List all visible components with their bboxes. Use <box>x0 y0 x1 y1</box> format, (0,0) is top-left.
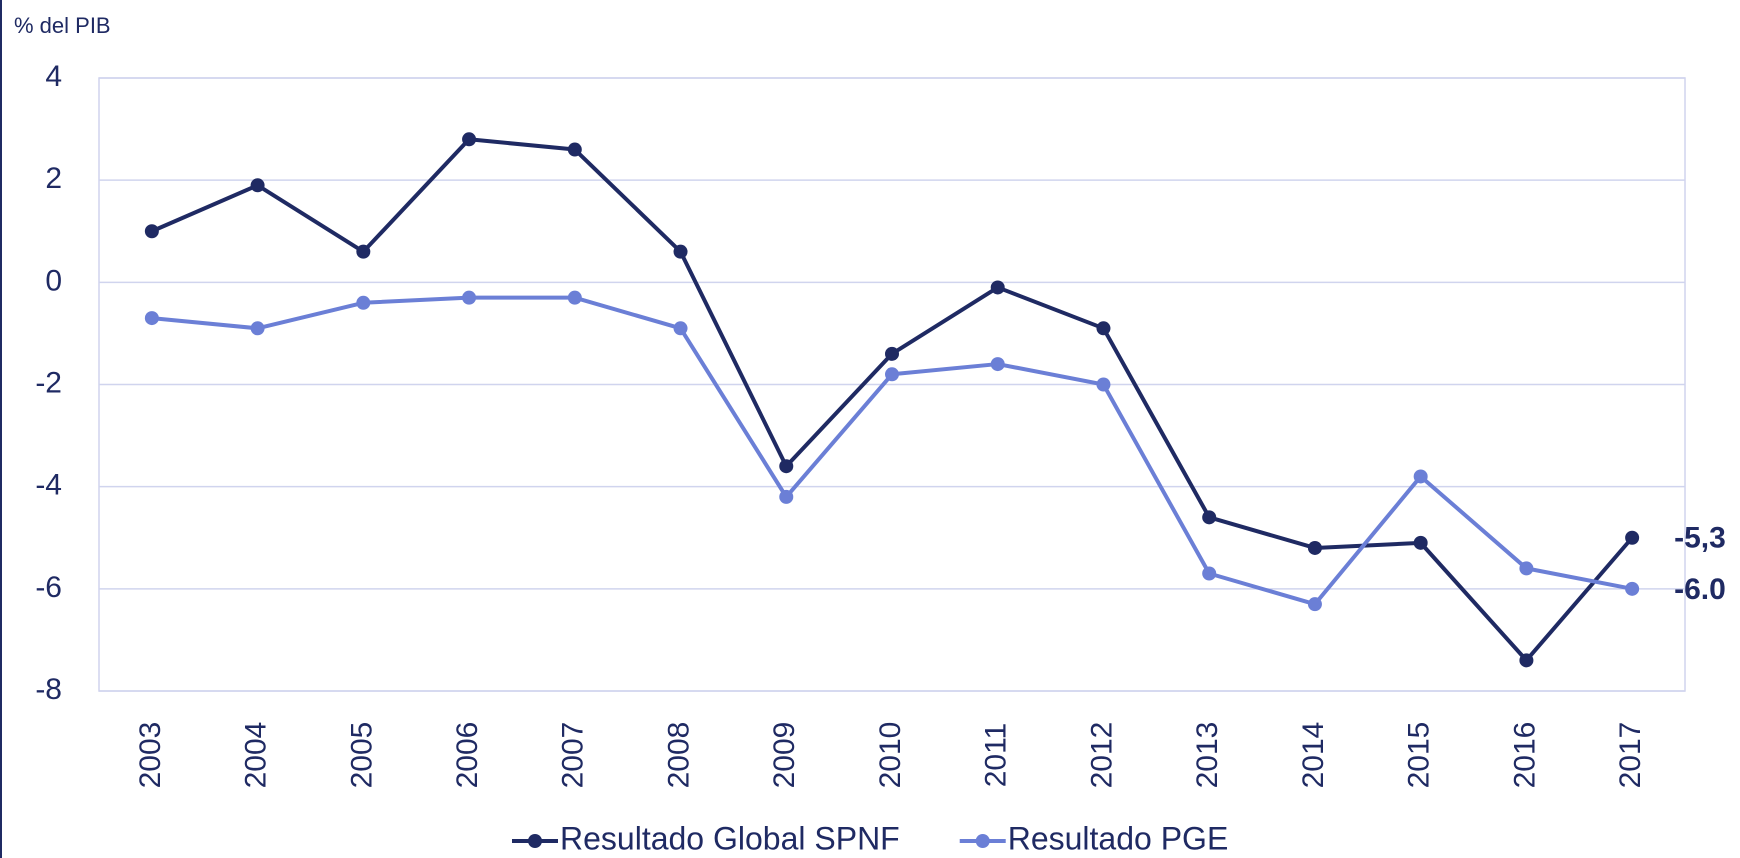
data-point <box>462 290 477 305</box>
data-point <box>144 224 159 239</box>
data-point <box>356 244 371 259</box>
y-tick-label: -2 <box>35 366 62 399</box>
series-line <box>151 137 1634 663</box>
data-point <box>779 489 794 504</box>
y-tick-label: 4 <box>45 60 62 93</box>
x-tick-label: 2017 <box>1614 722 1647 789</box>
x-tick-label: 2016 <box>1508 722 1541 789</box>
data-point <box>1625 530 1640 545</box>
legend-marker <box>528 834 542 848</box>
x-tick-label: 2011 <box>980 723 1013 788</box>
y-axis-label: % del PIB <box>14 13 111 38</box>
data-point <box>1519 653 1534 668</box>
data-point <box>567 290 582 305</box>
data-point <box>673 321 688 336</box>
data-point <box>1202 566 1217 581</box>
data-point <box>779 459 794 474</box>
y-tick-label: -8 <box>35 673 62 706</box>
x-tick-label: 2003 <box>134 722 167 789</box>
data-point <box>990 280 1005 295</box>
x-tick-label: 2006 <box>451 722 484 789</box>
data-point <box>1096 321 1111 336</box>
data-point <box>990 357 1005 372</box>
legend-label: Resultado PGE <box>1008 820 1229 856</box>
data-point <box>1202 510 1217 525</box>
data-point <box>144 311 159 326</box>
x-tick-label: 2005 <box>345 722 378 789</box>
legend-marker <box>975 834 990 848</box>
data-point <box>1307 597 1322 612</box>
data-point <box>885 346 899 361</box>
end-label: -5,3 <box>1674 522 1726 555</box>
end-label: -6.0 <box>1674 573 1726 606</box>
data-point <box>1307 540 1322 555</box>
x-tick-label: 2007 <box>557 722 590 789</box>
data-point <box>250 321 265 336</box>
x-tick-label: 2015 <box>1403 722 1436 789</box>
x-tick-label: 2010 <box>874 722 907 789</box>
data-point <box>1413 535 1428 550</box>
data-point <box>567 142 582 157</box>
x-tick-label: 2014 <box>1297 722 1330 789</box>
data-point <box>356 295 371 310</box>
data-point <box>673 244 688 259</box>
data-point <box>885 367 899 382</box>
data-point <box>1096 377 1111 392</box>
legend-label: Resultado Global SPNF <box>560 820 900 856</box>
x-tick-label: 2009 <box>768 722 801 789</box>
data-point <box>462 132 477 147</box>
y-tick-label: -4 <box>35 469 62 502</box>
series-line <box>151 295 1633 607</box>
data-point <box>1519 561 1534 576</box>
x-tick-label: 2004 <box>240 722 273 789</box>
x-tick-label: 2013 <box>1191 722 1224 789</box>
x-tick-label: 2008 <box>662 722 695 789</box>
y-tick-label: 2 <box>45 162 62 195</box>
data-point <box>1413 469 1428 484</box>
y-tick-label: 0 <box>45 264 62 297</box>
y-tick-label: -6 <box>35 571 62 604</box>
data-point <box>250 178 265 193</box>
data-point <box>1625 581 1640 596</box>
x-tick-label: 2012 <box>1085 722 1118 789</box>
